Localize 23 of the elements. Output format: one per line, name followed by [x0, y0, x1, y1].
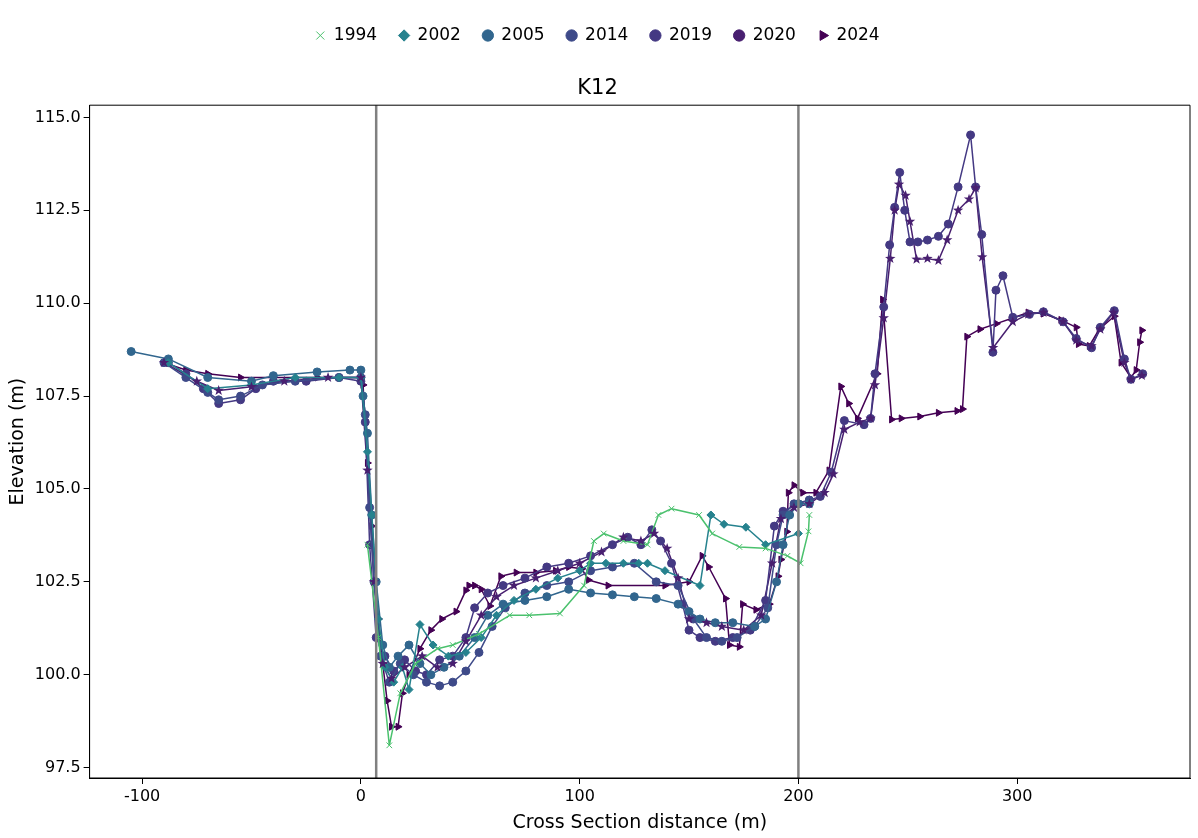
- y-tick-label: 100.0: [34, 663, 81, 683]
- x-tick-label: 100: [564, 785, 595, 805]
- legend-label: 2024: [836, 23, 880, 44]
- legend-label: 2019: [668, 23, 713, 44]
- x-tick-label: 300: [1001, 785, 1033, 805]
- y-tick-label: 107.5: [34, 385, 81, 405]
- y-tick-label: 115.0: [34, 106, 81, 126]
- legend-label: 2020: [752, 23, 796, 44]
- x-tick-label: -100: [123, 785, 161, 805]
- y-tick-label: 112.5: [34, 199, 81, 219]
- legend-label: 1994: [333, 23, 378, 44]
- y-tick-label: 105.0: [34, 478, 81, 498]
- chart-title: K12: [577, 75, 618, 100]
- x-axis-title: Cross Section distance (m): [512, 809, 768, 832]
- legend-label: 2014: [585, 23, 629, 44]
- x-tick-label: 200: [783, 785, 814, 805]
- legend-label: 2005: [501, 23, 545, 44]
- legend-label: 2002: [417, 23, 461, 44]
- y-tick-label: 110.0: [34, 292, 81, 312]
- y-tick-label: 102.5: [34, 571, 81, 590]
- y-tick-label: 97.5: [44, 756, 81, 776]
- y-axis-title: Elevation (m): [5, 377, 28, 506]
- x-tick-label: 0: [355, 785, 366, 805]
